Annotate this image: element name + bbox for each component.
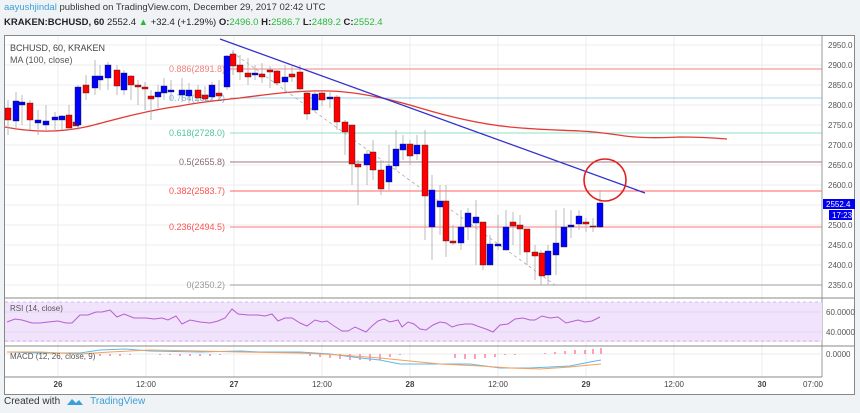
author-link[interactable]: aayushjindal — [4, 2, 57, 13]
symbol-info: KRAKEN:BCHUSD, 60 2552.4 ▲ +32.4 (+1.29%… — [4, 17, 383, 28]
y-tick: 2800.0 — [828, 101, 853, 110]
ma-legend[interactable]: MA (100, close) — [10, 55, 73, 65]
y-tick: 2400.0 — [828, 261, 853, 270]
low-value: 2489.2 — [311, 17, 341, 28]
fib-0886-label: 0.886(2891.8) — [169, 64, 225, 74]
created-with-text: Created with — [4, 396, 61, 407]
fib-0618-label: 0.618(2728.0) — [169, 128, 225, 138]
published-text: published on TradingView.com, December 2… — [59, 2, 326, 13]
high-value: 2586.7 — [271, 17, 301, 28]
rsi-tick: 40.0000 — [826, 328, 855, 337]
rsi-pane[interactable] — [5, 301, 822, 342]
x-tick: 12:00 — [136, 380, 157, 389]
y-tick: 2350.0 — [828, 281, 853, 290]
low-label: L: — [302, 17, 312, 28]
x-tick: 26 — [54, 380, 63, 389]
high-label: H: — [261, 17, 272, 28]
fib-0382-label: 0.382(2583.7) — [169, 186, 225, 196]
open-value: 2496.0 — [229, 17, 259, 28]
price-badge — [823, 199, 855, 209]
tradingview-logo-icon — [67, 398, 84, 405]
close-label: C: — [343, 17, 354, 28]
rsi-tick: 60.0000 — [826, 308, 855, 317]
open-label: O: — [218, 17, 230, 28]
y-axis-labels: 2950.0 2900.0 2850.0 2800.0 2750.0 2700.… — [828, 41, 853, 290]
y-tick: 2650.0 — [828, 161, 853, 170]
x-tick: 12:00 — [488, 380, 509, 389]
y-tick: 2850.0 — [828, 81, 853, 90]
fibonacci-levels[interactable] — [230, 68, 822, 286]
x-tick: 28 — [406, 380, 415, 389]
y-tick: 2950.0 — [828, 41, 853, 50]
descending-trendline[interactable] — [219, 38, 646, 194]
y-tick: 2600.0 — [828, 181, 853, 190]
symbol-label: KRAKEN:BCHUSD, 60 — [4, 17, 105, 28]
chart-title: BCHUSD, 60, KRAKEN — [10, 43, 105, 53]
tradingview-link[interactable]: TradingView — [90, 396, 146, 407]
y-tick: 2700.0 — [828, 141, 853, 150]
x-tick: 27 — [230, 380, 239, 389]
fib-05-label: 0.5(2655.8) — [179, 157, 225, 167]
macd-tick: 0.0000 — [826, 350, 851, 359]
last-price: 2552.4 — [106, 17, 136, 28]
y-tick: 2450.0 — [828, 241, 853, 250]
price-badge-text: 2552.4 — [826, 200, 851, 209]
macd-legend[interactable]: MACD (12, 26, close, 9) — [10, 352, 96, 361]
price-change: +32.4 (+1.29%) — [150, 17, 217, 28]
candles[interactable] — [4, 50, 604, 285]
x-tick: 29 — [582, 380, 591, 389]
x-tick: 12:00 — [664, 380, 685, 389]
macd-pane[interactable] — [5, 348, 822, 370]
up-triangle-icon: ▲ — [138, 17, 149, 28]
rsi-legend[interactable]: RSI (14, close) — [10, 304, 63, 313]
x-tick: 12:00 — [312, 380, 333, 389]
y-tick: 2750.0 — [828, 121, 853, 130]
time-badge-text: 17:23 — [832, 211, 853, 220]
moving-average-line[interactable] — [4, 90, 728, 140]
footer: Created with TradingView — [4, 396, 145, 407]
y-tick: 2500.0 — [828, 221, 853, 230]
fib-0-label: 0(2350.2) — [186, 280, 225, 290]
resistance-circle[interactable] — [583, 158, 627, 202]
publish-info: aayushjindal published on TradingView.co… — [4, 2, 325, 13]
y-tick: 2900.0 — [828, 61, 853, 70]
x-tick: 07:00 — [803, 380, 824, 389]
close-value: 2552.4 — [353, 17, 383, 28]
x-tick: 30 — [758, 380, 767, 389]
fib-0236-label: 0.236(2494.5) — [169, 222, 225, 232]
time-badge — [829, 210, 852, 220]
